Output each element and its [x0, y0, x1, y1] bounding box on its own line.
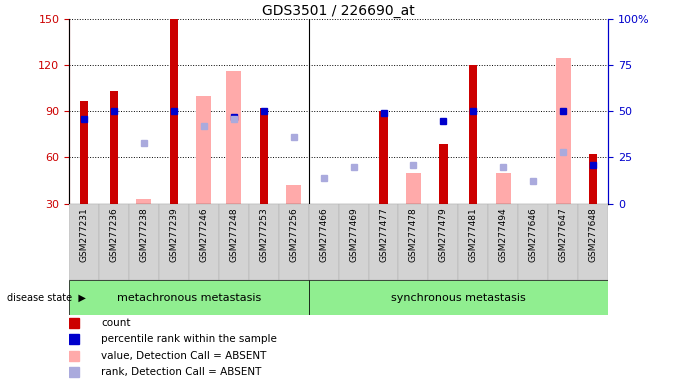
- Text: percentile rank within the sample: percentile rank within the sample: [102, 334, 277, 344]
- Title: GDS3501 / 226690_at: GDS3501 / 226690_at: [262, 4, 415, 18]
- Text: GSM277248: GSM277248: [229, 207, 238, 262]
- Bar: [196, 96, 211, 204]
- Bar: [316, 204, 331, 208]
- Bar: [518, 204, 548, 280]
- Bar: [170, 19, 178, 204]
- Text: value, Detection Call = ABSENT: value, Detection Call = ABSENT: [102, 351, 267, 361]
- Bar: [406, 173, 421, 204]
- Text: GSM277236: GSM277236: [109, 207, 119, 262]
- Text: count: count: [102, 318, 131, 328]
- Text: GSM277647: GSM277647: [558, 207, 568, 262]
- Bar: [69, 280, 309, 315]
- Bar: [226, 71, 241, 204]
- Text: metachronous metastasis: metachronous metastasis: [117, 293, 261, 303]
- Bar: [309, 204, 339, 280]
- Bar: [368, 204, 399, 280]
- Bar: [339, 204, 368, 280]
- Bar: [589, 154, 597, 204]
- Bar: [346, 204, 361, 207]
- Text: GSM277246: GSM277246: [199, 207, 209, 262]
- Text: GSM277231: GSM277231: [79, 207, 88, 262]
- Bar: [469, 65, 477, 204]
- Text: GSM277494: GSM277494: [499, 207, 508, 262]
- Bar: [69, 204, 99, 280]
- Bar: [495, 173, 511, 204]
- Bar: [80, 101, 88, 204]
- Text: GSM277256: GSM277256: [289, 207, 299, 262]
- Bar: [110, 91, 118, 204]
- Text: GSM277239: GSM277239: [169, 207, 178, 262]
- Bar: [458, 204, 489, 280]
- Text: rank, Detection Call = ABSENT: rank, Detection Call = ABSENT: [102, 367, 262, 377]
- Bar: [439, 144, 448, 204]
- Bar: [99, 204, 129, 280]
- Text: GSM277479: GSM277479: [439, 207, 448, 262]
- Text: GSM277466: GSM277466: [319, 207, 328, 262]
- Bar: [129, 204, 159, 280]
- Text: GSM277253: GSM277253: [259, 207, 268, 262]
- Bar: [428, 204, 458, 280]
- Text: synchronous metastasis: synchronous metastasis: [391, 293, 526, 303]
- Text: disease state  ▶: disease state ▶: [7, 293, 86, 303]
- Text: GSM277481: GSM277481: [468, 207, 478, 262]
- Text: GSM277477: GSM277477: [379, 207, 388, 262]
- Bar: [379, 111, 388, 204]
- Bar: [278, 204, 309, 280]
- Bar: [286, 185, 301, 204]
- Bar: [260, 108, 268, 204]
- Bar: [399, 204, 428, 280]
- Text: GSM277469: GSM277469: [349, 207, 358, 262]
- Bar: [219, 204, 249, 280]
- Bar: [249, 204, 278, 280]
- Bar: [548, 204, 578, 280]
- Bar: [189, 204, 219, 280]
- Bar: [556, 58, 571, 204]
- Bar: [489, 204, 518, 280]
- Text: GSM277646: GSM277646: [529, 207, 538, 262]
- Text: GSM277478: GSM277478: [409, 207, 418, 262]
- Bar: [136, 199, 151, 204]
- Text: GSM277648: GSM277648: [589, 207, 598, 262]
- Text: GSM277238: GSM277238: [140, 207, 149, 262]
- Bar: [309, 280, 608, 315]
- Bar: [578, 204, 608, 280]
- Bar: [159, 204, 189, 280]
